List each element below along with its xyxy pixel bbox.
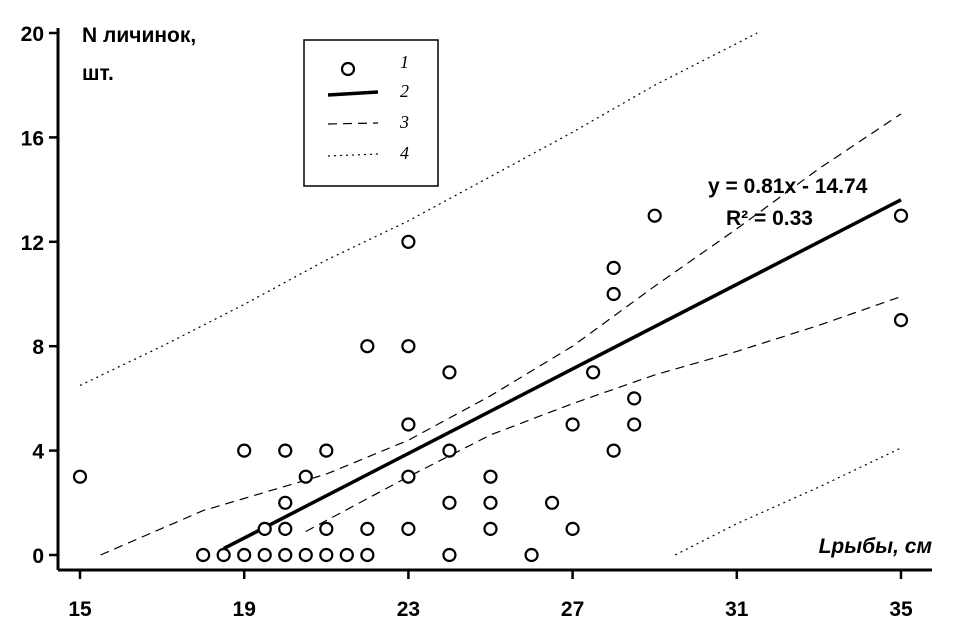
data-point <box>483 469 498 484</box>
data-point <box>257 521 272 537</box>
legend-box <box>303 39 439 187</box>
data-point <box>237 547 252 563</box>
data-point <box>298 469 313 484</box>
curves <box>79 32 902 556</box>
data-point <box>339 547 354 563</box>
data-point <box>586 365 601 380</box>
prediction-band-upper <box>79 32 758 386</box>
data-point <box>360 339 375 354</box>
data-point <box>319 521 334 537</box>
x-tick-label: 19 <box>233 598 256 621</box>
regression-equation: y = 0.81x - 14.74 <box>708 175 868 198</box>
legend-label-1: 1 <box>400 52 409 72</box>
data-point <box>196 547 211 563</box>
legend-solid-line <box>327 90 379 97</box>
data-point <box>401 417 416 432</box>
data-point <box>298 547 313 563</box>
legend-dash-line <box>327 122 379 125</box>
data-point <box>360 547 375 563</box>
data-point <box>606 260 621 275</box>
y-tick-label: 20 <box>21 23 44 46</box>
data-point <box>627 391 642 406</box>
data-points <box>72 208 909 563</box>
y-tick-label: 12 <box>21 232 44 255</box>
data-point <box>627 417 642 432</box>
data-point <box>647 208 662 223</box>
x-tick-label: 15 <box>68 598 92 621</box>
data-point <box>401 234 416 249</box>
data-point <box>72 469 88 484</box>
data-point <box>893 208 909 223</box>
legend-circle-marker <box>340 61 356 77</box>
legend: 1 2 3 4 <box>303 39 439 187</box>
data-point <box>401 521 416 537</box>
data-point <box>565 521 580 537</box>
data-point <box>278 495 293 510</box>
regression-line <box>222 198 902 551</box>
data-point <box>216 547 231 563</box>
confidence-band-lower <box>305 296 902 533</box>
y-axis-title-line1: N личинок, <box>82 24 196 47</box>
prediction-band-lower <box>674 447 902 556</box>
data-point <box>606 286 621 302</box>
data-point <box>565 417 580 432</box>
y-tick-label: 16 <box>21 127 44 150</box>
data-point <box>524 547 539 563</box>
x-tick-label: 27 <box>561 598 584 621</box>
data-point <box>544 495 560 510</box>
x-tick-label: 31 <box>725 598 749 621</box>
confidence-band-upper <box>100 113 902 556</box>
x-tick-label: 23 <box>397 598 420 621</box>
data-point <box>483 495 498 510</box>
r-squared: R² = 0.33 <box>726 207 813 230</box>
data-point <box>257 547 272 563</box>
data-point <box>893 313 909 328</box>
legend-label-3: 3 <box>399 112 409 132</box>
data-point <box>360 521 375 537</box>
data-point <box>278 521 293 537</box>
data-point <box>278 547 293 563</box>
data-point <box>401 339 416 354</box>
data-point <box>319 443 334 458</box>
legend-label-4: 4 <box>400 143 409 163</box>
data-point <box>606 443 621 458</box>
data-point <box>237 443 252 458</box>
y-tick-label: 4 <box>32 441 44 464</box>
data-point <box>442 495 457 510</box>
data-point <box>401 469 416 484</box>
data-point <box>483 521 498 537</box>
y-tick-label: 0 <box>32 545 44 568</box>
data-point <box>278 443 293 458</box>
data-point <box>442 365 457 380</box>
data-point <box>319 547 334 563</box>
x-axis-title: Lрыбы, см <box>819 535 933 558</box>
data-point <box>442 443 457 458</box>
legend-label-2: 2 <box>400 81 409 101</box>
y-tick-label: 8 <box>32 336 44 359</box>
data-point <box>442 547 457 563</box>
x-tick-label: 35 <box>889 598 913 621</box>
y-axis-title-line2: шт. <box>82 62 114 85</box>
legend-dot-line <box>327 153 379 157</box>
